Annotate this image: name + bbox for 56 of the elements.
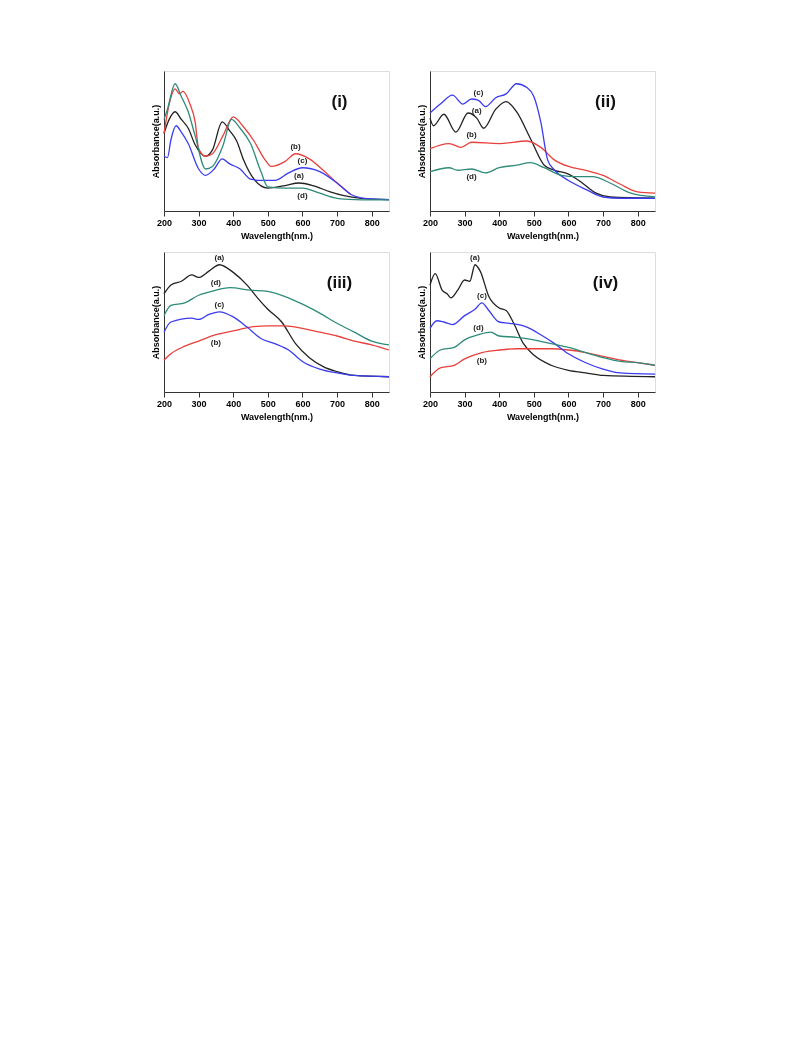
x-tick-label: 800 — [364, 217, 380, 228]
annotation: (c) — [477, 290, 488, 300]
x-tick-label: 500 — [260, 398, 276, 409]
x-tick-label: 500 — [526, 217, 542, 228]
x-tick-label: 300 — [457, 398, 473, 409]
annotation: (a) — [470, 252, 481, 262]
x-tick-label: 300 — [191, 398, 207, 409]
x-axis-title: Wavelength(nm.) — [506, 411, 580, 422]
x-tick-label: 700 — [596, 398, 612, 409]
annotation: (a) — [214, 252, 225, 262]
x-tick-label: 400 — [226, 217, 242, 228]
annotation: (a) — [294, 171, 305, 180]
x-tick-label: 700 — [330, 398, 346, 409]
text: (ii) — [595, 91, 616, 111]
x-tick-label: 400 — [492, 398, 508, 409]
x-tick-label: 400 — [226, 398, 242, 409]
annotation: (b) — [476, 355, 488, 365]
x-tick-label: 600 — [561, 217, 577, 228]
x-tick-label: 600 — [561, 398, 577, 409]
annotation: (c) — [214, 299, 225, 309]
x-tick-label: 500 — [526, 398, 542, 409]
x-axis-title: Wavelength(nm.) — [506, 230, 580, 241]
y-axis-title: Absorbance(a.u.) — [150, 285, 161, 360]
x-axis-title: Wavelength(nm.) — [240, 230, 314, 241]
annotation: (d) — [210, 278, 222, 288]
text: (i) — [331, 91, 348, 111]
x-tick-label: 300 — [191, 217, 207, 228]
annotation: (b) — [290, 141, 301, 151]
text: (iv) — [592, 272, 619, 292]
x-tick-label: 700 — [596, 217, 612, 228]
annotation: (d) — [473, 322, 484, 332]
y-axis-title: Absorbance(a.u.) — [416, 285, 427, 360]
x-tick-label: 500 — [260, 217, 276, 228]
y-axis-title: Absorbance(a.u.) — [150, 104, 161, 179]
annotation: (d) — [466, 172, 477, 181]
annotation: (b) — [466, 130, 477, 140]
x-tick-label: 600 — [295, 217, 311, 228]
x-tick-label: 800 — [364, 398, 380, 409]
x-axis-title: Wavelength(nm.) — [240, 411, 314, 422]
x-tick-label: 200 — [422, 398, 439, 409]
annotation: (a) — [471, 106, 482, 116]
x-tick-label: 600 — [295, 398, 311, 409]
x-tick-label: 200 — [156, 217, 173, 228]
text: (iii) — [326, 272, 353, 292]
y-axis-title: Absorbance(a.u.) — [416, 104, 427, 179]
x-tick-label: 800 — [630, 217, 646, 228]
annotation: (b) — [210, 337, 222, 347]
x-tick-label: 200 — [422, 217, 439, 228]
annotation: (d) — [297, 191, 308, 201]
x-tick-label: 700 — [330, 217, 346, 228]
x-tick-label: 400 — [492, 217, 508, 228]
annotation: (c) — [473, 88, 484, 98]
x-tick-label: 200 — [156, 398, 173, 409]
x-tick-label: 800 — [630, 398, 646, 409]
x-tick-label: 300 — [457, 217, 473, 228]
annotation: (c) — [297, 155, 308, 165]
